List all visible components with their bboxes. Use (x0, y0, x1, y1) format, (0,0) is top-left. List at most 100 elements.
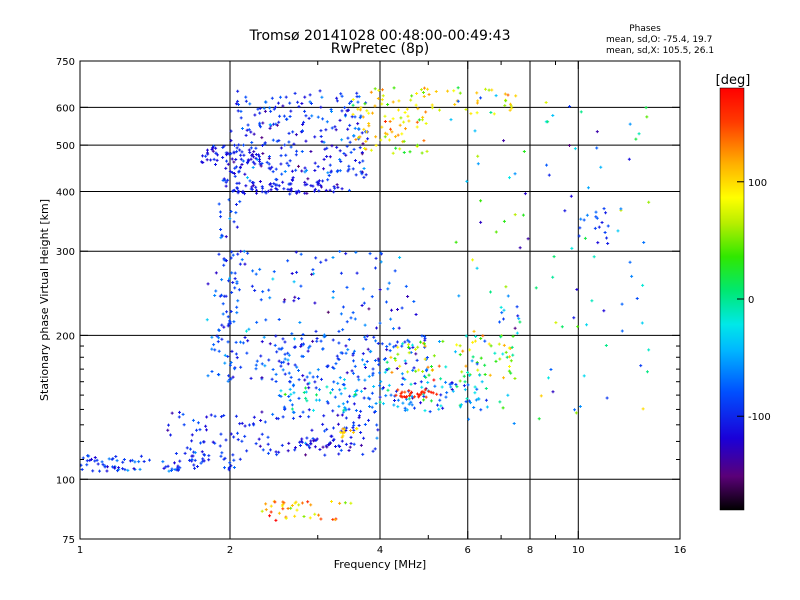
data-point (249, 187, 253, 191)
data-point (384, 368, 388, 372)
data-point (205, 148, 209, 152)
data-point (483, 363, 487, 367)
data-point (236, 252, 240, 256)
data-point (238, 200, 242, 204)
data-point (583, 236, 587, 240)
x-tick-label: 10 (572, 545, 585, 556)
data-point (461, 349, 465, 353)
data-point (258, 111, 262, 115)
data-point (306, 382, 310, 386)
data-point (315, 437, 319, 441)
data-point (300, 354, 304, 358)
data-point (191, 418, 195, 422)
data-point (364, 337, 368, 341)
data-point (253, 113, 257, 117)
data-point (311, 437, 315, 441)
data-point (202, 459, 206, 463)
data-point (353, 159, 357, 163)
data-point (406, 295, 410, 299)
data-point (218, 444, 222, 448)
data-point (373, 447, 377, 451)
data-point (243, 192, 247, 196)
data-point (182, 423, 186, 427)
data-point (313, 169, 317, 173)
data-point (337, 329, 341, 333)
data-point (569, 194, 573, 198)
data-point (342, 408, 346, 412)
data-point (276, 417, 280, 421)
data-point (458, 344, 462, 348)
data-point (114, 454, 118, 458)
data-point (107, 457, 111, 461)
stats-heading: Phases (629, 24, 661, 34)
data-point (454, 382, 458, 386)
data-point (417, 118, 421, 122)
data-point (344, 252, 348, 256)
data-point (380, 102, 384, 106)
data-point (236, 191, 240, 195)
data-point (239, 116, 243, 120)
data-point (173, 467, 177, 471)
data-point (410, 94, 414, 98)
data-point (330, 126, 334, 130)
data-point (348, 394, 352, 398)
data-point (410, 343, 414, 347)
data-point (259, 298, 263, 302)
cluster-16 (339, 427, 359, 439)
data-point (275, 350, 279, 354)
data-point (351, 167, 355, 171)
data-point (374, 143, 378, 147)
data-point (137, 460, 141, 464)
data-point (205, 415, 209, 419)
data-point (248, 179, 252, 183)
data-point (294, 250, 298, 254)
data-point (400, 372, 404, 376)
data-point (318, 447, 322, 451)
data-point (391, 151, 395, 155)
data-point (324, 258, 328, 262)
data-point (220, 323, 224, 327)
data-point (283, 298, 287, 302)
data-point (343, 113, 347, 117)
data-point (440, 385, 444, 389)
data-point (423, 357, 427, 361)
data-point (396, 352, 400, 356)
x-tick-label: 2 (227, 545, 233, 556)
data-point (286, 259, 290, 263)
data-point (592, 255, 596, 259)
data-point (368, 252, 372, 256)
data-point (361, 170, 365, 174)
data-point (222, 144, 226, 148)
data-point (365, 109, 369, 113)
data-point (283, 372, 287, 376)
data-point (345, 371, 349, 375)
data-point (261, 448, 265, 452)
data-point (299, 284, 303, 288)
data-point (478, 373, 482, 377)
data-point (526, 237, 530, 241)
data-point (402, 151, 406, 155)
data-point (210, 370, 214, 374)
data-point (219, 215, 223, 219)
data-point (257, 437, 261, 441)
data-point (284, 516, 288, 520)
data-point (422, 398, 426, 402)
data-point (148, 458, 151, 462)
data-point (201, 160, 205, 164)
data-point (577, 234, 581, 238)
data-point (504, 285, 508, 289)
data-point (412, 299, 416, 303)
cluster-12 (449, 86, 651, 426)
data-point (579, 110, 583, 114)
data-point (501, 317, 505, 321)
data-point (232, 435, 236, 439)
data-point (316, 165, 320, 169)
data-point (365, 359, 369, 363)
data-point (414, 369, 418, 373)
data-point (500, 311, 504, 315)
data-point (306, 349, 310, 353)
data-point (397, 326, 401, 330)
data-point (274, 186, 278, 190)
data-point (242, 153, 246, 157)
data-point (260, 509, 264, 513)
